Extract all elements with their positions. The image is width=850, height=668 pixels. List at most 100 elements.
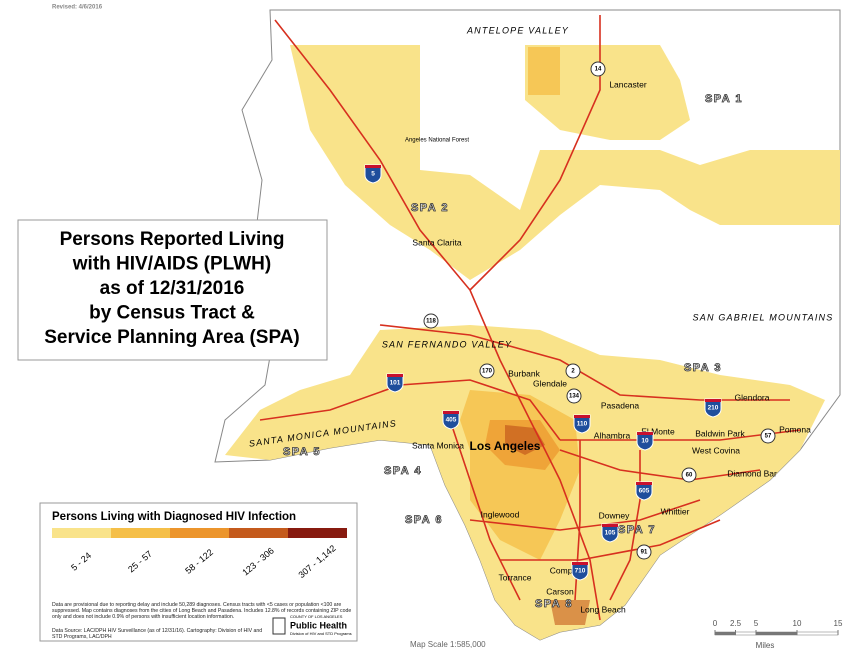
spa-label: SPA 2 [411,202,449,214]
place-label: Baldwin Park [695,428,745,438]
interstate-band [602,524,618,527]
interstate-shield [573,414,591,434]
interstate-band [705,399,721,402]
interstate-shield [704,398,722,418]
scale-segment [735,631,757,636]
place-label: Glendora [735,392,770,402]
route-shield [423,313,439,329]
interstate-shield [442,410,460,430]
route-number: 10 [641,438,649,445]
place-label: Whittier [661,506,690,516]
logo-county: COUNTY OF LOS ANGELES [290,614,343,619]
scale-tick-label: 10 [793,619,802,628]
place-label: Burbank [508,368,540,378]
route-number: 14 [595,67,602,73]
spa-label: SPA 1 [705,93,743,105]
place-label: Pasadena [601,400,640,410]
scale-tick-label: 5 [754,619,759,628]
route-shield [479,363,495,379]
place-label: Angeles National Forest [405,138,469,144]
route-number: 60 [686,473,693,479]
interstate-band [637,432,653,435]
place-label: Inglewood [481,509,520,519]
legend-box [39,502,358,642]
region-label: SAN FERNANDO VALLEY [382,339,512,349]
legend-swatch [170,528,229,538]
region-label: ANTELOPE VALLEY [466,25,569,35]
interstate-band [574,415,590,418]
interstate-band [572,562,588,565]
interstate-shield [571,561,589,581]
region-label: SAN GABRIEL MOUNTAINS [693,312,834,322]
interstate-band [443,411,459,414]
tract-area-dense [505,425,545,455]
place-label: Compton [550,565,585,575]
spa-label: SPA 8 [535,598,573,610]
scale-tick-label: 15 [834,619,843,628]
legend-swatch [111,528,170,538]
place-label: El Monte [641,426,675,436]
interstate-band [636,482,652,485]
spa-label: SPA 6 [405,514,443,526]
interstate-shield [635,481,653,501]
route-shield [760,428,776,444]
interstate-band [365,165,381,168]
route-shield [565,363,581,379]
spa-label: SPA 5 [283,446,321,458]
route-number: 101 [390,380,401,387]
title-line: Persons Reported Living [60,229,285,250]
place-label: Lancaster [609,79,646,89]
route-number: 210 [708,405,719,412]
map-scale: Map Scale 1:585,000 [410,640,486,649]
route-number: 105 [605,530,616,537]
title-line: as of 12/31/2016 [100,278,245,299]
legend-swatch [229,528,288,538]
place-label: Diamond Bar [727,468,777,478]
route-number: 134 [569,394,580,400]
route-number: 91 [641,550,648,556]
interstate-band [387,374,403,377]
place-label: Downey [599,510,630,520]
route-shield [636,544,652,560]
place-label: Santa Clarita [412,237,461,247]
route-shield [590,61,606,77]
tract-area [525,45,690,140]
title-line: by Census Tract & [89,303,255,324]
place-label: Pomona [779,424,811,434]
tract-area-dense [550,600,590,625]
route-number: 405 [446,417,457,424]
route-number: 170 [482,369,493,375]
title-line: Service Planning Area (SPA) [44,327,300,348]
place-label: Carson [546,586,574,596]
route-number: 710 [575,568,586,575]
legend-title: Persons Living with Diagnosed HIV Infect… [52,511,296,523]
spa-label: SPA 4 [384,465,422,477]
place-label: Long Beach [580,604,626,614]
scale-segment [714,631,736,636]
place-label: Alhambra [594,430,631,440]
title-box [17,219,328,361]
revised-date: Revised: 4/6/2016 [52,5,103,11]
interstate-shield [364,164,382,184]
route-shield [566,388,582,404]
route-number: 605 [639,488,650,495]
title-line: with HIV/AIDS (PLWH) [72,254,271,275]
place-label: Los Angeles [470,439,541,453]
scale-unit: Miles [756,641,775,650]
place-label: West Covina [692,445,740,455]
scale-tick-label: 0 [713,619,718,628]
route-number: 5 [371,171,375,178]
interstate-shield [601,523,619,543]
legend-swatch [288,528,347,538]
tract-area [290,45,840,280]
tract-area-dense [528,47,560,95]
route-number: 118 [426,319,436,325]
scale-tick-label: 2.5 [730,619,742,628]
legend-swatch [52,528,111,538]
place-label: Torrance [498,572,531,582]
notes: Data are provisional due to reporting de… [52,602,352,620]
scale-segment [796,631,839,636]
interstate-shield [636,431,654,451]
